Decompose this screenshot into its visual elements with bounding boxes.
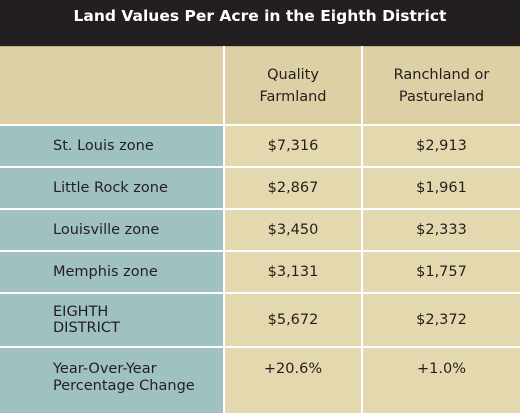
little-rock-farmland-value: $2,867 (224, 167, 363, 210)
table-row: EIGHTH DISTRICT $5,672 $2,372 (0, 293, 520, 348)
memphis-ranchland-value: $1,757 (362, 251, 520, 294)
year-over-year-ranchland-value: +1.0% (362, 347, 520, 415)
header-quality-farmland: Quality Farmland (224, 46, 363, 126)
row-label-louisville-zone: Louisville zone (0, 209, 225, 252)
st-louis-farmland-value: $7,316 (224, 125, 363, 168)
little-rock-ranchland-value: $1,961 (362, 167, 520, 210)
table-row: Little Rock zone $2,867 $1,961 (0, 167, 520, 210)
eighth-district-farmland-value: $5,672 (224, 293, 363, 348)
row-label-year-over-year: Year-Over-Year Percentage Change (0, 347, 225, 415)
row-label-memphis-zone: Memphis zone (0, 251, 225, 294)
year-over-year-farmland-value: +20.6% (224, 347, 363, 415)
land-values-table: Quality Farmland Ranchland or Pasturelan… (0, 46, 520, 415)
row-label-st-louis-zone: St. Louis zone (0, 125, 225, 168)
louisville-ranchland-value: $2,333 (362, 209, 520, 252)
row-label-year-over-year-line-2: Percentage Change (53, 378, 195, 394)
header-ranchland-line-2: Pastureland (398, 88, 485, 105)
row-label-eighth-district-line-2: DISTRICT (53, 320, 120, 336)
memphis-farmland-value: $3,131 (224, 251, 363, 294)
row-label-eighth-district-line-1: EIGHTH (53, 304, 109, 320)
table-row: St. Louis zone $7,316 $2,913 (0, 125, 520, 168)
header-farmland-line-2: Farmland (259, 88, 327, 105)
header-ranchland-pastureland: Ranchland or Pastureland (362, 46, 520, 126)
row-label-eighth-district: EIGHTH DISTRICT (0, 293, 225, 348)
eighth-district-ranchland-value: $2,372 (362, 293, 520, 348)
table-row: Louisville zone $3,450 $2,333 (0, 209, 520, 252)
header-farmland-line-1: Quality (267, 66, 319, 83)
louisville-farmland-value: $3,450 (224, 209, 363, 252)
table-title: Land Values Per Acre in the Eighth Distr… (0, 0, 520, 46)
table-row: Year-Over-Year Percentage Change +20.6% … (0, 347, 520, 415)
header-label-cell (0, 46, 225, 126)
row-label-year-over-year-line-1: Year-Over-Year (53, 361, 157, 377)
table-row: Memphis zone $3,131 $1,757 (0, 251, 520, 294)
row-label-little-rock-zone: Little Rock zone (0, 167, 225, 210)
st-louis-ranchland-value: $2,913 (362, 125, 520, 168)
header-ranchland-line-1: Ranchland or (393, 66, 490, 83)
header-row: Quality Farmland Ranchland or Pasturelan… (0, 46, 520, 126)
